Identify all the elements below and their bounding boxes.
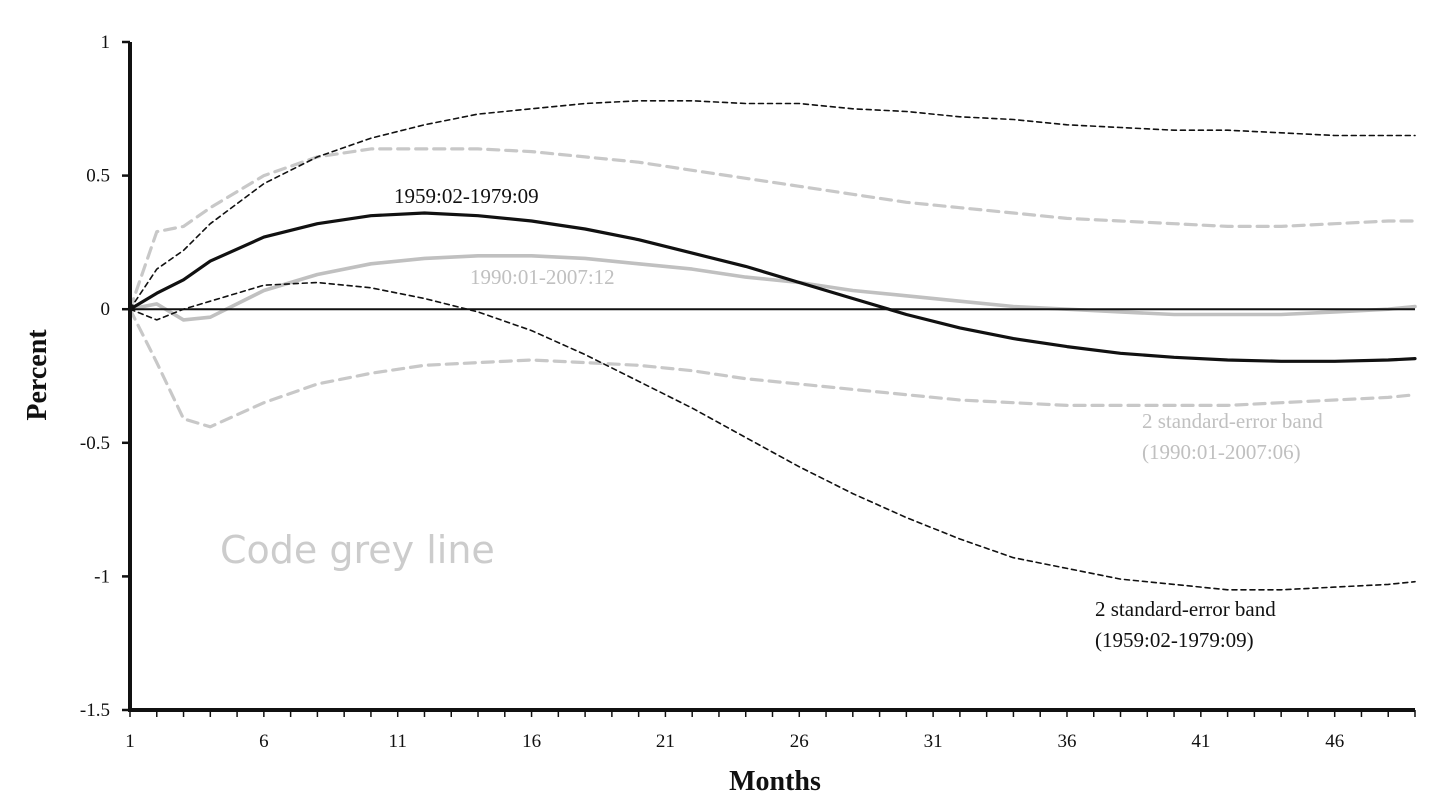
- watermark-text: Code grey line: [220, 528, 495, 572]
- series-line-5: [128, 307, 1417, 429]
- x-tick-label: 46: [1325, 731, 1344, 752]
- label-grey-line: 1990:01-2007:12: [470, 265, 615, 289]
- y-tick-label: -1: [94, 566, 110, 587]
- x-tick-label: 26: [790, 731, 809, 752]
- x-tick-label: 11: [389, 731, 407, 752]
- series-line-2: [129, 100, 1416, 311]
- series-line-0: [128, 211, 1417, 363]
- x-tick-label: 16: [522, 731, 541, 752]
- y-tick-label: -1.5: [80, 700, 110, 721]
- x-tick-label: 41: [1191, 731, 1210, 752]
- y-tick-label: 0: [101, 299, 111, 320]
- label-black-band-line2: (1959:02-1979:09): [1095, 628, 1254, 652]
- ticks-layer: 10.50-0.5-1-1.51 6 11 16 21 26 31 36 41 46: [80, 32, 1416, 752]
- y-tick-label: -0.5: [80, 433, 110, 454]
- x-tick-label: 6: [259, 731, 269, 752]
- x-tick-label: 31: [924, 731, 943, 752]
- x-tick-label: 21: [656, 731, 675, 752]
- annotations-layer: 1959:02-1979:09 1990:01-2007:12 2 standard…: [220, 184, 1323, 652]
- series-line-4: [128, 147, 1417, 311]
- x-axis-title: Months: [729, 766, 821, 797]
- y-axis-title: Percent: [22, 329, 53, 421]
- y-tick-label: 0.5: [86, 166, 110, 187]
- x-tick-label: 36: [1057, 731, 1076, 752]
- label-grey-band-line1: 2 standard-error band: [1142, 409, 1323, 433]
- label-black-band-line1: 2 standard-error band: [1095, 597, 1276, 621]
- series-layer: [128, 100, 1417, 591]
- series-line-3: [129, 281, 1416, 591]
- x-tick-label: 1: [125, 731, 135, 752]
- y-tick-label: 1: [101, 32, 111, 53]
- label-black-line: 1959:02-1979:09: [394, 184, 539, 208]
- series-line-1: [128, 254, 1417, 322]
- label-grey-band-line2: (1990:01-2007:06): [1142, 440, 1301, 464]
